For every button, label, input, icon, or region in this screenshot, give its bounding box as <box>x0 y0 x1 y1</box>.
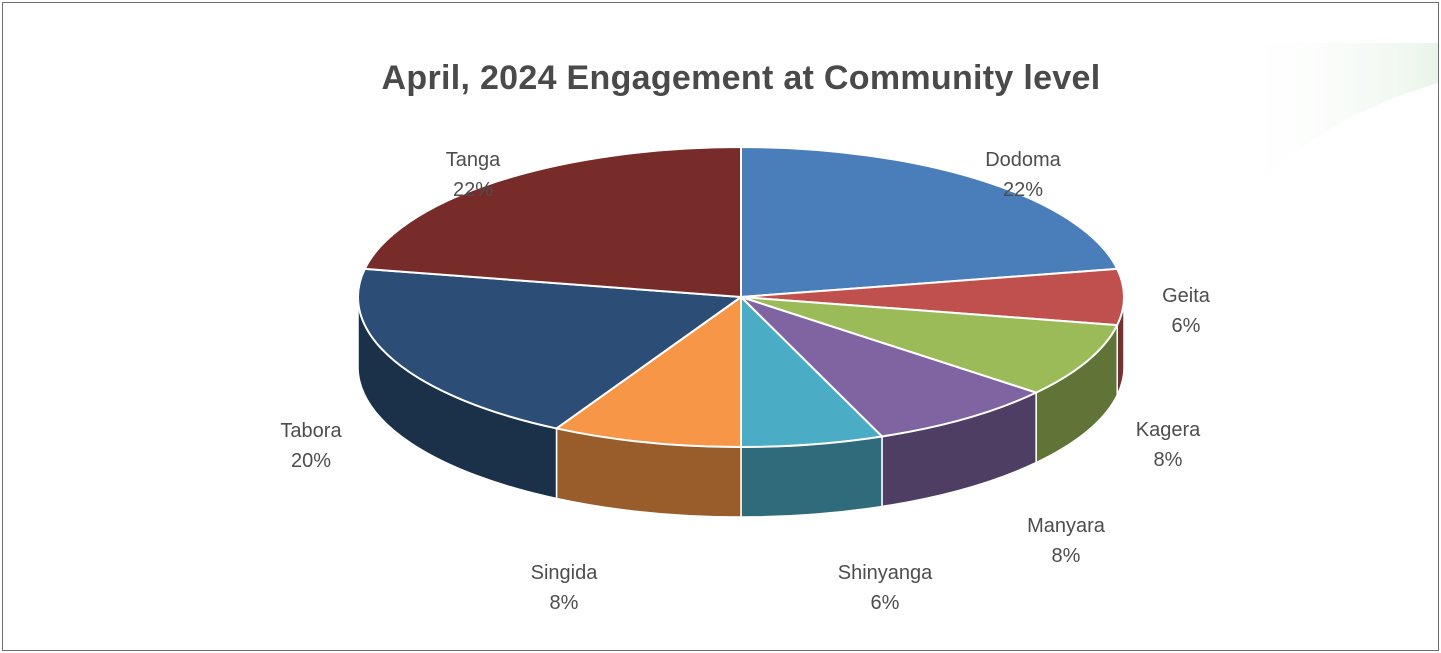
pie-slice-geita <box>740 267 1125 327</box>
slice-label-tanga: Tanga 22% <box>388 145 558 205</box>
slice-name: Dodoma <box>985 149 1061 171</box>
slice-label-manyara: Manyara 8% <box>981 511 1151 571</box>
chart-title: April, 2024 Engagement at Community leve… <box>381 59 1101 97</box>
pie-slice-tabora <box>357 267 742 430</box>
slice-name: Singida <box>530 562 598 584</box>
pie-slice-dodoma <box>740 146 1119 298</box>
slice-label-singida: Singida 8% <box>479 558 649 618</box>
pie-side-shinyanga <box>740 435 883 518</box>
pie-sides <box>357 296 1125 518</box>
background-decoration <box>1228 43 1438 218</box>
slice-name: Shinyanga <box>837 562 933 584</box>
slice-name: Tanga <box>445 149 501 171</box>
slice-percent: 8% <box>1153 449 1183 471</box>
pie-slice-shinyanga <box>740 296 883 448</box>
slice-percent: 8% <box>1051 545 1081 567</box>
slice-percent: 6% <box>870 592 900 614</box>
slice-percent: 20% <box>290 450 332 472</box>
slice-label-tabora: Tabora 20% <box>226 416 396 476</box>
slice-label-shinyanga: Shinyanga 6% <box>800 558 970 618</box>
slice-label-geita: Geita 6% <box>1101 281 1271 341</box>
slice-name: Manyara <box>1027 515 1105 537</box>
pie-slice-manyara <box>740 296 1038 438</box>
slice-label-dodoma: Dodoma 22% <box>938 145 1108 205</box>
slice-name: Tabora <box>280 420 342 442</box>
slice-percent: 22% <box>1002 179 1044 201</box>
pie-slice-singida <box>555 296 742 448</box>
slice-label-kagera: Kagera 8% <box>1083 415 1253 475</box>
slice-percent: 8% <box>549 592 579 614</box>
pie-slice-tanga <box>363 146 742 298</box>
pie-slice-kagera <box>740 296 1119 394</box>
pie-tops <box>357 146 1125 448</box>
slice-percent: 6% <box>1171 315 1201 337</box>
slice-name: Geita <box>1162 285 1210 307</box>
slice-name: Kagera <box>1135 419 1201 441</box>
slice-percent: 22% <box>452 179 494 201</box>
pie-chart <box>357 43 1438 518</box>
